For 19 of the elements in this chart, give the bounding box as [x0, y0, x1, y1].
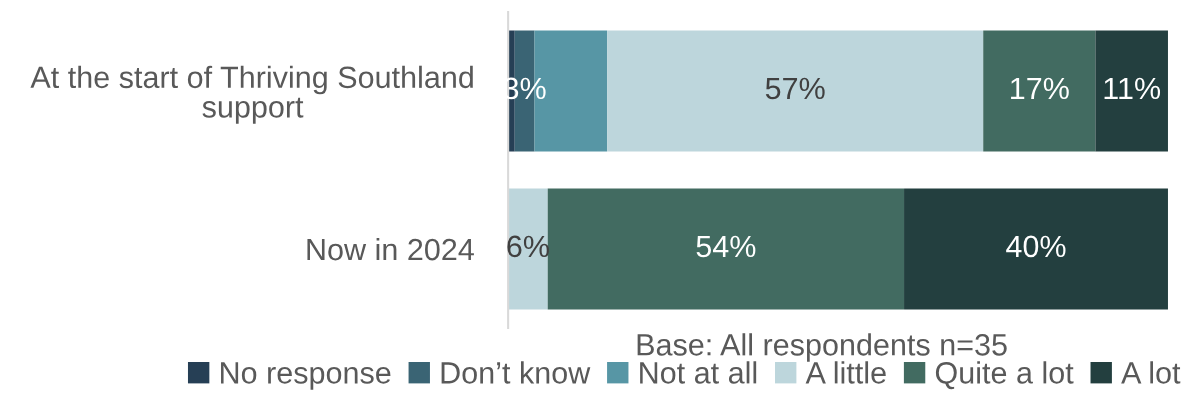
bar [904, 188, 1168, 310]
y-tick-label: Now in 2024 [307, 237, 474, 261]
bar [1095, 30, 1168, 152]
data-label: 57% [765, 77, 825, 100]
legend-label: A lot [1121, 361, 1181, 384]
legend-label: A little [805, 361, 886, 384]
bar [607, 30, 984, 152]
data-label: 17% [1011, 77, 1069, 100]
data-label: 11% [1104, 77, 1161, 100]
bar [983, 30, 1096, 152]
text: Base: All respondents n=35 [637, 333, 1007, 362]
data-label: 54% [696, 235, 756, 258]
y-tick-label: At the start of Thriving Southland support [30, 65, 473, 124]
legend-label: No response [221, 362, 391, 390]
legend-label: Quite a lot [935, 361, 1074, 390]
legend-label: Don’t know [441, 361, 591, 384]
bar [547, 188, 905, 310]
legend-label: Not at all [640, 361, 757, 384]
data-label: 40% [1006, 235, 1066, 258]
